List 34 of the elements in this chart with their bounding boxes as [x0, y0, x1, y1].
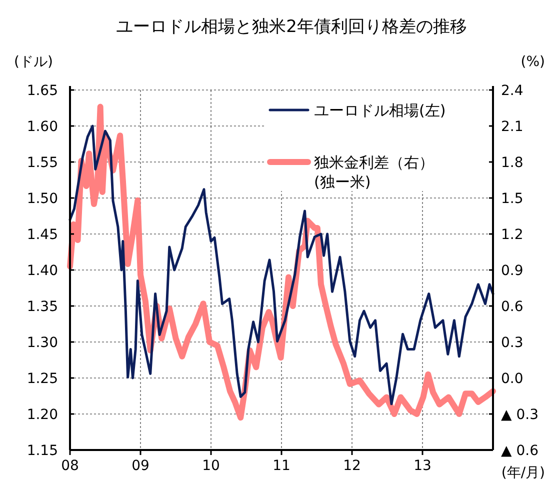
y2-tick-label: 2.4 — [501, 82, 524, 99]
y2-tick-label: 0.0 — [501, 370, 524, 387]
y-tick-label: 1.50 — [26, 190, 58, 207]
legend-label: ユーロドル相場(左) — [314, 101, 446, 120]
y2-tick-label: ▲ 0.3 — [501, 406, 538, 423]
y2-tick-label: 0.3 — [501, 334, 524, 351]
y-tick-label: 1.15 — [26, 442, 58, 459]
y-tick-label: 1.45 — [26, 226, 58, 243]
chart-title: ユーロドル相場と独米2年債利回り格差の推移 — [116, 17, 467, 37]
legend-label: 独米金利差（右） (独ー米) — [314, 153, 434, 191]
x-tick-label: 10 — [202, 458, 220, 474]
x-tick-label: 11 — [272, 458, 290, 474]
y2-tick-label: 0.6 — [501, 298, 524, 315]
y-axis-title: (ドル) — [14, 54, 53, 70]
y-tick-label: 1.25 — [26, 370, 58, 387]
y2-tick-label: 1.5 — [501, 190, 524, 207]
y2-tick-label: 2.1 — [501, 118, 524, 135]
y-tick-label: 1.60 — [26, 118, 58, 135]
y-tick-label: 1.40 — [26, 262, 58, 279]
y-tick-label: 1.65 — [26, 82, 58, 99]
x-tick-label: 13 — [414, 458, 432, 474]
x-tick-label: 12 — [343, 458, 361, 474]
y-tick-label: 1.30 — [26, 334, 58, 351]
x-tick-label: 09 — [132, 458, 150, 474]
y2-tick-label: 1.2 — [501, 226, 524, 243]
y2-tick-label: 1.8 — [501, 154, 524, 171]
y-tick-label: 1.55 — [26, 154, 58, 171]
y-tick-label: 1.35 — [26, 298, 58, 315]
y-tick-label: 1.20 — [26, 406, 58, 423]
y2-tick-label: 0.9 — [501, 262, 524, 279]
y2-tick-label: ▲ 0.6 — [501, 442, 539, 459]
y2-axis-title: (%) — [520, 54, 545, 70]
x-tick-label: 08 — [61, 458, 79, 474]
x-axis-title: (年/月) — [501, 465, 545, 481]
